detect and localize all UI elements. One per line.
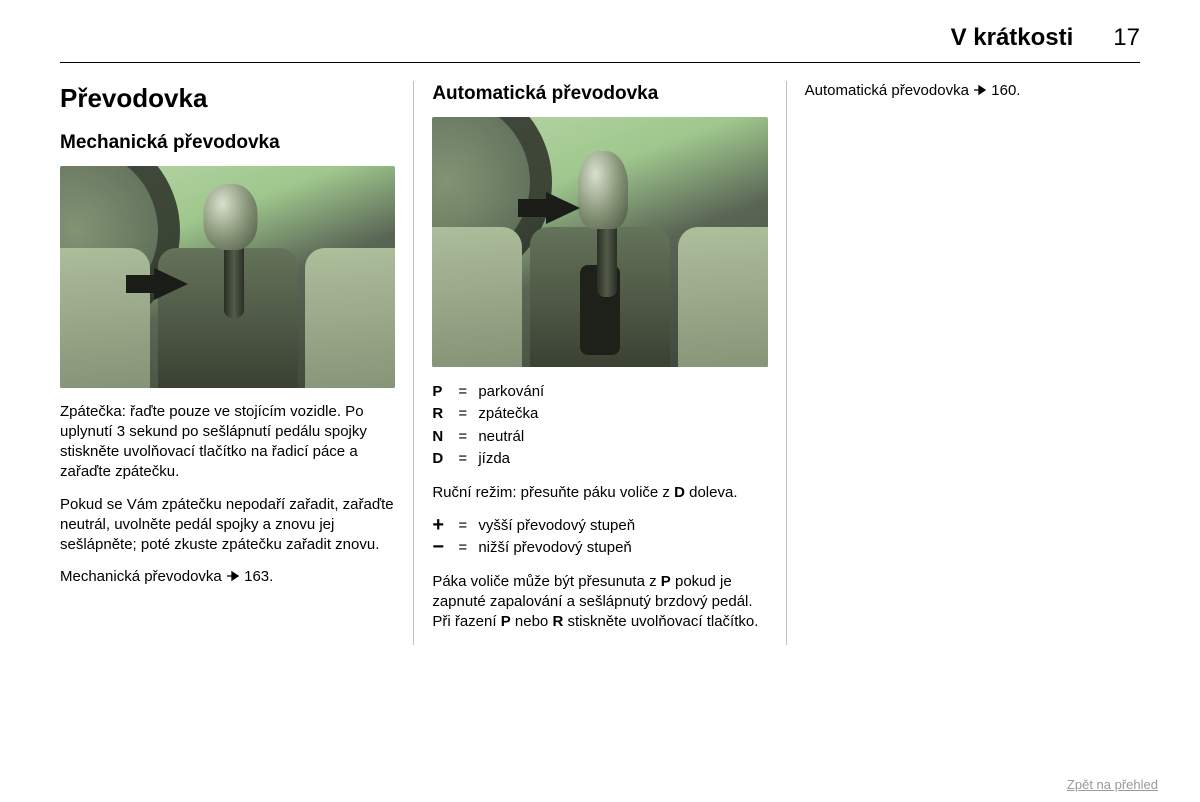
page-header: V krátkosti 17 <box>60 24 1140 63</box>
def-minus: − = nižší převodový stupeň <box>432 537 767 560</box>
column-2: Automatická převodovka P = parkování R = <box>414 81 785 645</box>
automatic-ref-text: Automatická převodovka <box>805 82 969 99</box>
def-r: R = zpátečka <box>432 403 767 426</box>
manual-ref-text: Mechanická převodovka <box>60 568 222 585</box>
automatic-ref-page: 160. <box>991 82 1020 99</box>
manual-ref: Mechanická převodovka 163. <box>60 567 395 588</box>
column-3: Automatická převodovka 160. <box>787 81 1140 645</box>
manual-reverse-text: Zpátečka: řaďte pouze ve stojícím vozidl… <box>60 402 395 483</box>
heading-automatic: Automatická převodovka <box>432 81 767 107</box>
reference-arrow-icon <box>973 82 987 102</box>
def-d: D = jízda <box>432 448 767 471</box>
heading-manual: Mechanická převodovka <box>60 130 395 156</box>
automatic-gearshift-illustration <box>432 117 767 367</box>
def-p: P = parkování <box>432 381 767 404</box>
page-number: 17 <box>1113 24 1140 52</box>
automatic-ref: Automatická převodovka 160. <box>805 81 1140 102</box>
manual-mode-text: Ruční režim: přesuňte páku voliče z D do… <box>432 483 767 503</box>
automatic-note: Páka voliče může být přesunuta z P pokud… <box>432 572 767 633</box>
plus-minus-definitions: + = vyšší převodový stupeň − = nižší pře… <box>432 515 767 560</box>
def-n: N = neutrál <box>432 426 767 449</box>
manual-retry-text: Pokud se Vám zpátečku nepodaří zařadit, … <box>60 495 395 556</box>
content-columns: Převodovka Mechanická převodovka Zpátečk… <box>60 81 1140 645</box>
reference-arrow-icon <box>226 568 240 588</box>
section-title: V krátkosti <box>951 24 1074 52</box>
back-to-overview-link[interactable]: Zpět na přehled <box>1067 777 1158 792</box>
def-plus: + = vyšší převodový stupeň <box>432 515 767 538</box>
heading-transmission: Převodovka <box>60 81 395 116</box>
column-1: Převodovka Mechanická převodovka Zpátečk… <box>60 81 413 645</box>
prnd-definitions: P = parkování R = zpátečka N = neutrál D… <box>432 381 767 471</box>
manual-gearshift-illustration <box>60 166 395 388</box>
manual-ref-page: 163. <box>244 568 273 585</box>
